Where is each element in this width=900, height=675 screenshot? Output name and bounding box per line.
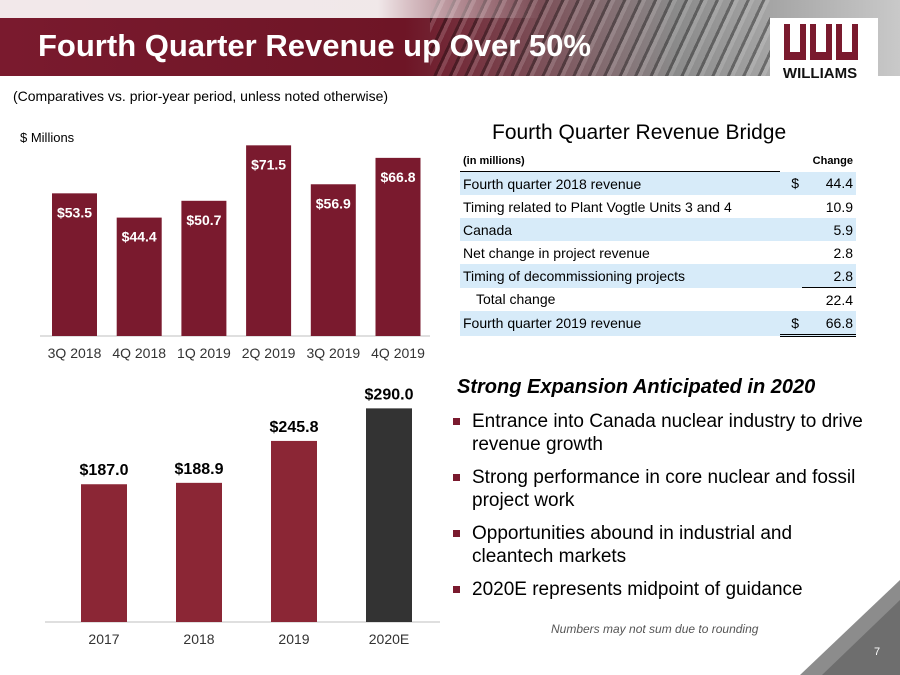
logo-text: WILLIAMS: [783, 65, 857, 82]
bridge-row-label: Timing of decommissioning projects: [460, 264, 781, 288]
annual-tick-label: 2019: [278, 631, 309, 647]
annual-tick-label: 2018: [183, 631, 214, 647]
bullet-square-icon: [453, 418, 460, 425]
expansion-bullet: Strong performance in core nuclear and f…: [452, 466, 872, 512]
bridge-row-value: 2.8: [802, 264, 856, 288]
bridge-row-value: 2.8: [833, 244, 853, 261]
header-banner: Fourth Quarter Revenue up Over 50%: [0, 0, 900, 76]
quarterly-tick-label: 4Q 2018: [112, 345, 166, 361]
bridge-row-label: Timing related to Plant Vogtle Units 3 a…: [463, 198, 732, 215]
quarterly-bar: [181, 200, 227, 336]
quarterly-bar: [116, 217, 162, 336]
quarterly-bar: [246, 145, 292, 336]
bridge-row-label: Net change in project revenue: [463, 244, 650, 261]
bullet-square-icon: [453, 586, 460, 593]
bridge-row: Fourth quarter 2019 revenue $66.8: [460, 311, 856, 337]
bridge-row: Total change 22.4: [460, 288, 856, 312]
quarterly-revenue-chart: $53.5 3Q 2018 $44.4 4Q 2018 $50.7 1Q 2019 $71.…: [40, 145, 430, 361]
williams-logo-mark: WILLIAMS: [783, 24, 858, 82]
bridge-row: Canada 5.9: [460, 218, 856, 241]
bridge-row: Fourth quarter 2018 revenue $44.4: [460, 171, 856, 195]
expansion-bullet-text: 2020E represents midpoint of guidance: [472, 579, 803, 600]
annual-bar: [366, 408, 412, 622]
expansion-title: Strong Expansion Anticipated in 2020: [457, 376, 816, 398]
expansion-bullet: 2020E represents midpoint of guidance: [452, 578, 872, 601]
quarterly-bar-label: $66.8: [380, 169, 415, 185]
col-change-header: Change: [812, 155, 853, 168]
annual-bar-label: $245.8: [270, 419, 319, 436]
page-number: 7: [874, 646, 881, 658]
bridge-row-label: Fourth quarter 2019 revenue: [460, 311, 781, 336]
quarterly-tick-label: 2Q 2019: [242, 345, 296, 361]
bridge-row-value: 5.9: [802, 218, 856, 241]
quarterly-tick-label: 3Q 2018: [48, 345, 102, 361]
bridge-row-currency: [780, 241, 802, 264]
expansion-bullet: Opportunities abound in industrial and c…: [452, 522, 872, 568]
annual-bar-label: $187.0: [80, 462, 129, 479]
bridge-row-currency: [780, 264, 803, 288]
expansion-bullet: Entrance into Canada nuclear industry to…: [452, 410, 872, 456]
bridge-row-label: Fourth quarter 2018 revenue: [460, 171, 781, 195]
comparatives-note: (Comparatives vs. prior-year period, unl…: [13, 88, 389, 104]
quarterly-bar-label: $50.7: [186, 212, 221, 228]
bridge-row-value: 44.4: [802, 171, 856, 195]
annual-revenue-chart: $187.0 2017 $188.9 2018 $245.8 2019 $290.0 2020…: [45, 386, 440, 647]
bridge-row: Timing of decommissioning projects 2.8: [460, 264, 856, 288]
bridge-row-currency: $: [780, 171, 803, 195]
banner-highlight: [0, 0, 900, 18]
quarterly-bar: [375, 157, 421, 336]
quarterly-bar: [52, 193, 97, 336]
revenue-bridge-table: (in millions) Change Fourth quarter 2018…: [460, 151, 856, 337]
quarterly-bar-label: $53.5: [57, 204, 92, 220]
expansion-bullet-text: Opportunities abound in industrial and c…: [472, 523, 793, 567]
annual-bar: [271, 440, 317, 622]
expansion-bullets: Entrance into Canada nuclear industry to…: [452, 410, 872, 611]
quarterly-tick-label: 3Q 2019: [306, 345, 360, 361]
quarterly-tick-label: 4Q 2019: [371, 345, 425, 361]
bridge-row: Timing related to Plant Vogtle Units 3 a…: [460, 195, 856, 218]
bridge-title: Fourth Quarter Revenue Bridge: [492, 121, 787, 144]
col-label-header: (in millions): [460, 151, 781, 172]
annual-tick-label: 2017: [88, 631, 119, 647]
bridge-row-label: Total change: [476, 291, 556, 308]
page-title: Fourth Quarter Revenue up Over 50%: [38, 28, 591, 63]
bridge-row-label: Canada: [460, 218, 781, 241]
bridge-row-currency: [780, 195, 802, 218]
expansion-bullet-text: Entrance into Canada nuclear industry to…: [472, 411, 863, 455]
annual-bar: [81, 484, 127, 622]
units-label: $ Millions: [20, 130, 75, 145]
bridge-row-currency: $: [780, 311, 803, 337]
bridge-row: Net change in project revenue 2.8: [460, 241, 856, 264]
corner-decoration: [800, 580, 900, 675]
quarterly-bar-label: $56.9: [316, 195, 351, 211]
williams-logo: WILLIAMS: [770, 18, 878, 84]
bullet-square-icon: [453, 474, 460, 481]
bridge-row-currency: [780, 218, 803, 241]
bridge-row-value: 66.8: [802, 311, 856, 337]
expansion-bullet-text: Strong performance in core nuclear and f…: [472, 467, 856, 511]
quarterly-bar-label: $44.4: [122, 229, 157, 245]
bridge-row-value: 22.4: [825, 291, 853, 308]
quarterly-tick-label: 1Q 2019: [177, 345, 231, 361]
annual-bar: [176, 482, 222, 622]
quarterly-bar-label: $71.5: [251, 156, 286, 172]
bridge-row-currency: [780, 288, 802, 312]
quarterly-bar: [310, 184, 356, 336]
annual-tick-label: 2020E: [369, 631, 409, 647]
bullet-square-icon: [453, 530, 460, 537]
bridge-row-value: 10.9: [825, 198, 853, 215]
annual-bar-label: $290.0: [365, 386, 414, 403]
rounding-footnote: Numbers may not sum due to rounding: [551, 622, 759, 636]
annual-bar-label: $188.9: [175, 461, 224, 478]
